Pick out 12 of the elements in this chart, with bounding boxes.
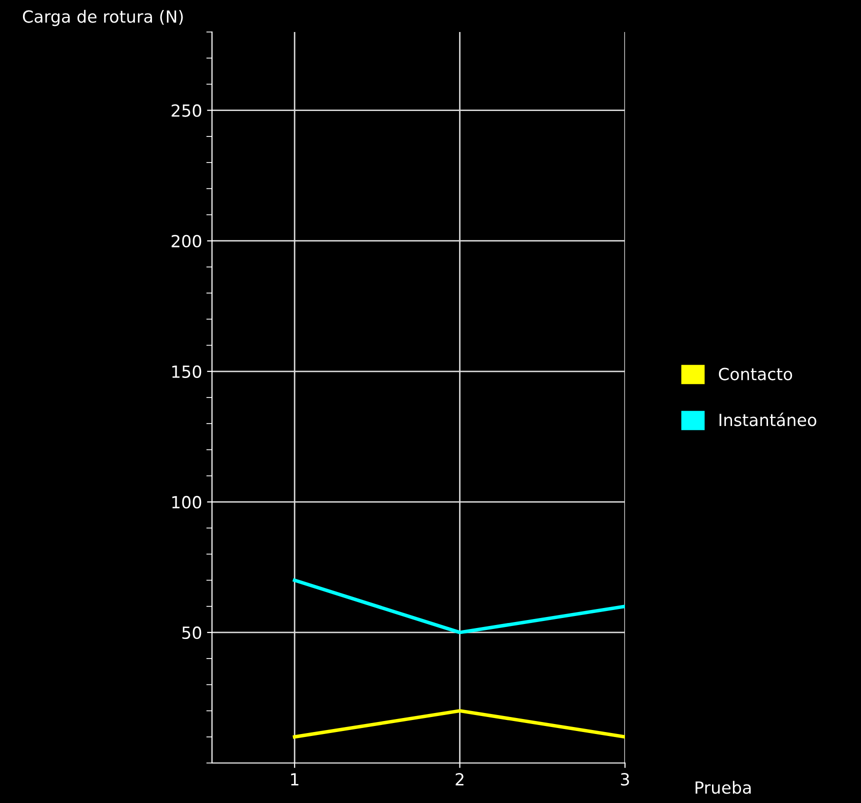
y-tick-label: 100 [172, 496, 202, 508]
x-tick-label: 3 [620, 773, 629, 786]
y-tick-label: 250 [172, 104, 202, 117]
y-axis-title: Carga de rotura (N) [22, 10, 183, 26]
x-axis-title: Prueba [696, 780, 751, 794]
y-tick-label: 50 [182, 626, 202, 640]
x-tick-label: 1 [291, 773, 298, 786]
legend-label: Instantáneo [720, 412, 816, 426]
legend-label: Contacto [718, 368, 792, 380]
y-tick-label: 150 [172, 365, 202, 378]
x-tick-label: 2 [456, 773, 464, 786]
y-tick-label: 200 [172, 234, 202, 248]
